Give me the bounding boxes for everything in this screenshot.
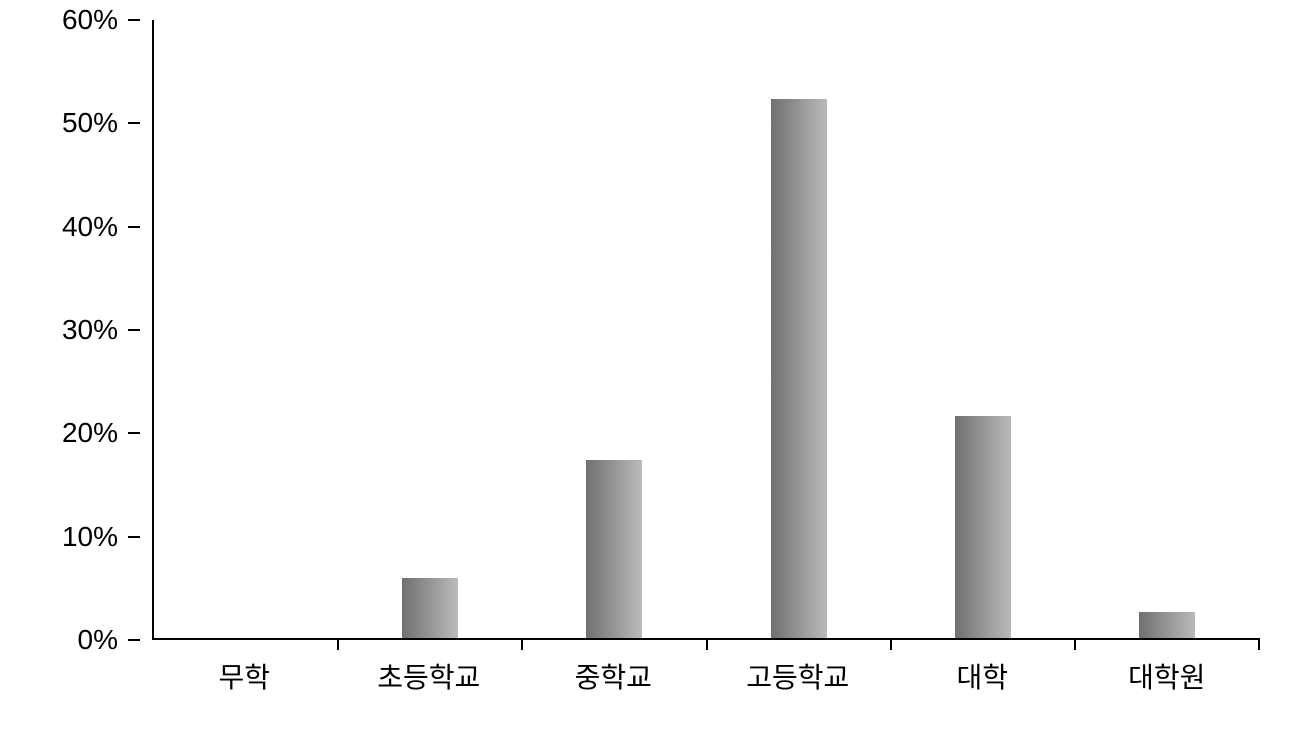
bar-middle-school <box>586 460 642 638</box>
y-tick-mark <box>128 19 140 21</box>
bar-slot <box>707 20 891 638</box>
y-tick-mark <box>128 639 140 641</box>
bars-container <box>154 20 1259 638</box>
x-label: 대학 <box>890 656 1075 696</box>
y-tick-mark <box>128 329 140 331</box>
y-tick-label: 20% <box>62 417 128 449</box>
bar-slot <box>522 20 706 638</box>
x-label: 초등학교 <box>337 656 522 696</box>
y-tick: 40% <box>62 211 140 243</box>
y-tick-mark <box>128 536 140 538</box>
x-tick-mark <box>706 638 708 650</box>
y-tick: 50% <box>62 107 140 139</box>
y-axis: 0% 10% 20% 30% 40% 50% 60% <box>40 20 140 640</box>
education-bar-chart: 0% 10% 20% 30% 40% 50% 60% <box>40 20 1259 692</box>
y-tick: 60% <box>62 4 140 36</box>
x-label: 고등학교 <box>706 656 891 696</box>
y-tick: 10% <box>62 521 140 553</box>
x-tick-mark <box>337 638 339 650</box>
x-label: 무학 <box>152 656 337 696</box>
bar-university <box>955 416 1011 638</box>
y-tick-mark <box>128 226 140 228</box>
x-tick-mark <box>1074 638 1076 650</box>
bar-slot <box>338 20 522 638</box>
y-tick-label: 0% <box>78 624 128 656</box>
y-tick-label: 30% <box>62 314 128 346</box>
y-tick-mark <box>128 432 140 434</box>
y-tick: 20% <box>62 417 140 449</box>
bar-high-school <box>771 99 827 638</box>
bar-graduate <box>1139 612 1195 638</box>
y-tick-label: 40% <box>62 211 128 243</box>
x-label: 대학원 <box>1075 656 1260 696</box>
x-tick-mark <box>521 638 523 650</box>
y-tick-label: 50% <box>62 107 128 139</box>
bar-slot <box>154 20 338 638</box>
plot-area <box>152 20 1259 640</box>
x-axis-labels: 무학 초등학교 중학교 고등학교 대학 대학원 <box>152 656 1259 696</box>
bar-slot <box>1075 20 1259 638</box>
y-tick-label: 60% <box>62 4 128 36</box>
x-label: 중학교 <box>521 656 706 696</box>
bar-elementary <box>402 578 458 638</box>
bar-slot <box>891 20 1075 638</box>
y-tick: 0% <box>78 624 140 656</box>
y-tick-mark <box>128 122 140 124</box>
y-tick: 30% <box>62 314 140 346</box>
x-tick-mark <box>890 638 892 650</box>
x-tick-mark <box>1258 638 1260 650</box>
y-tick-label: 10% <box>62 521 128 553</box>
